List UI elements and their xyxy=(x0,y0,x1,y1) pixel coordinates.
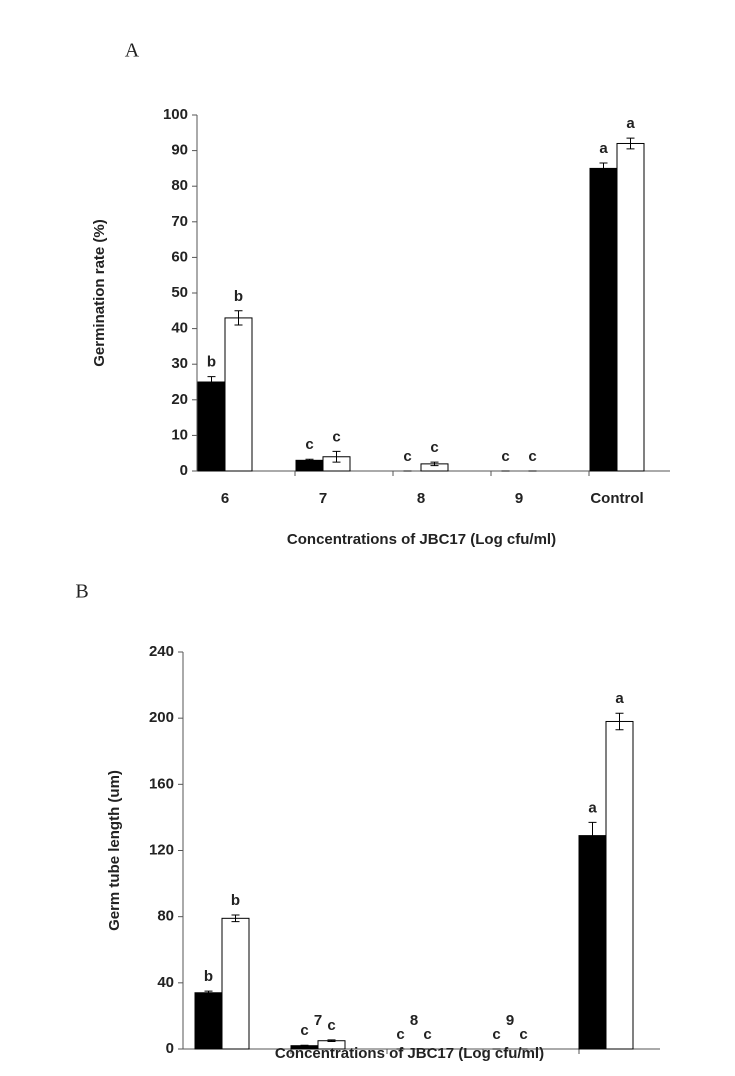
panel-label: A xyxy=(125,40,140,62)
x-tick-label: 6 xyxy=(221,490,229,507)
x-tick-label: 8 xyxy=(410,1012,418,1029)
error-bar xyxy=(207,376,216,388)
y-tick-label: 0 xyxy=(180,462,188,479)
significance-letter: b xyxy=(234,288,243,305)
y-axis-label: Germ tube length (um) xyxy=(106,770,123,931)
error-bar xyxy=(588,821,597,850)
x-tick-label: 9 xyxy=(515,490,523,507)
significance-letter: a xyxy=(626,115,635,132)
significance-letter: c xyxy=(528,448,536,465)
y-tick-label: 120 xyxy=(149,841,174,858)
error-bar xyxy=(234,310,243,326)
y-tick-label: 200 xyxy=(149,709,174,726)
bar xyxy=(578,835,607,1050)
significance-letter: c xyxy=(305,436,313,453)
error-bar xyxy=(615,712,624,731)
significance-letter: c xyxy=(501,448,509,465)
significance-letter: b xyxy=(207,354,216,371)
bar xyxy=(616,142,645,472)
significance-letter: c xyxy=(332,428,340,445)
y-tick-label: 40 xyxy=(171,320,188,337)
y-tick-label: 20 xyxy=(171,391,188,408)
y-tick-label: 80 xyxy=(171,177,188,194)
panel-label: B xyxy=(75,581,88,603)
error-bar xyxy=(626,137,635,150)
x-tick-label: Control xyxy=(590,490,643,507)
x-tick-label: 7 xyxy=(319,490,327,507)
significance-letter: c xyxy=(403,448,411,465)
y-tick-label: 70 xyxy=(171,213,188,230)
x-tick-label: 8 xyxy=(417,490,425,507)
error-bar xyxy=(327,1039,336,1043)
y-tick-label: 100 xyxy=(163,106,188,123)
significance-letter: b xyxy=(204,968,213,985)
significance-letter: a xyxy=(599,140,608,157)
y-tick-label: 240 xyxy=(149,643,174,660)
significance-letter: a xyxy=(588,799,597,816)
y-tick-label: 40 xyxy=(157,974,174,991)
y-tick-label: 30 xyxy=(171,355,188,372)
bar xyxy=(197,381,226,472)
significance-letter: c xyxy=(423,1026,431,1043)
significance-letter: c xyxy=(396,1026,404,1043)
error-bar xyxy=(599,162,608,175)
significance-letter: c xyxy=(327,1017,335,1034)
error-bar xyxy=(305,458,314,462)
bar xyxy=(605,720,634,1050)
y-tick-label: 50 xyxy=(171,284,188,301)
bar xyxy=(194,992,223,1050)
bar xyxy=(221,917,250,1050)
bar xyxy=(295,459,324,472)
significance-letter: a xyxy=(615,690,624,707)
significance-letter: b xyxy=(231,892,240,909)
bar xyxy=(589,167,618,472)
error-bar xyxy=(231,914,240,923)
x-axis-label: Concentrations of JBC17 (Log cfu/ml) xyxy=(287,531,556,548)
x-tick-label: 7 xyxy=(314,1012,322,1029)
y-axis-label: Germination rate (%) xyxy=(91,219,108,367)
significance-letter: c xyxy=(519,1026,527,1043)
y-tick-label: 0 xyxy=(166,1040,174,1057)
y-tick-label: 80 xyxy=(157,908,174,925)
y-tick-label: 60 xyxy=(171,248,188,265)
significance-letter: c xyxy=(300,1022,308,1039)
y-tick-label: 160 xyxy=(149,775,174,792)
significance-letter: c xyxy=(430,439,438,456)
y-tick-label: 90 xyxy=(171,142,188,159)
x-tick-label: 9 xyxy=(506,1012,514,1029)
error-bar xyxy=(332,450,341,463)
error-bar xyxy=(204,990,213,995)
x-axis-label: Concentrations of JBC17 (Log cfu/ml) xyxy=(275,1045,544,1062)
error-bar xyxy=(300,1044,309,1047)
bar xyxy=(224,317,253,472)
significance-letter: c xyxy=(492,1026,500,1043)
y-tick-label: 10 xyxy=(171,426,188,443)
error-bar xyxy=(430,461,439,467)
